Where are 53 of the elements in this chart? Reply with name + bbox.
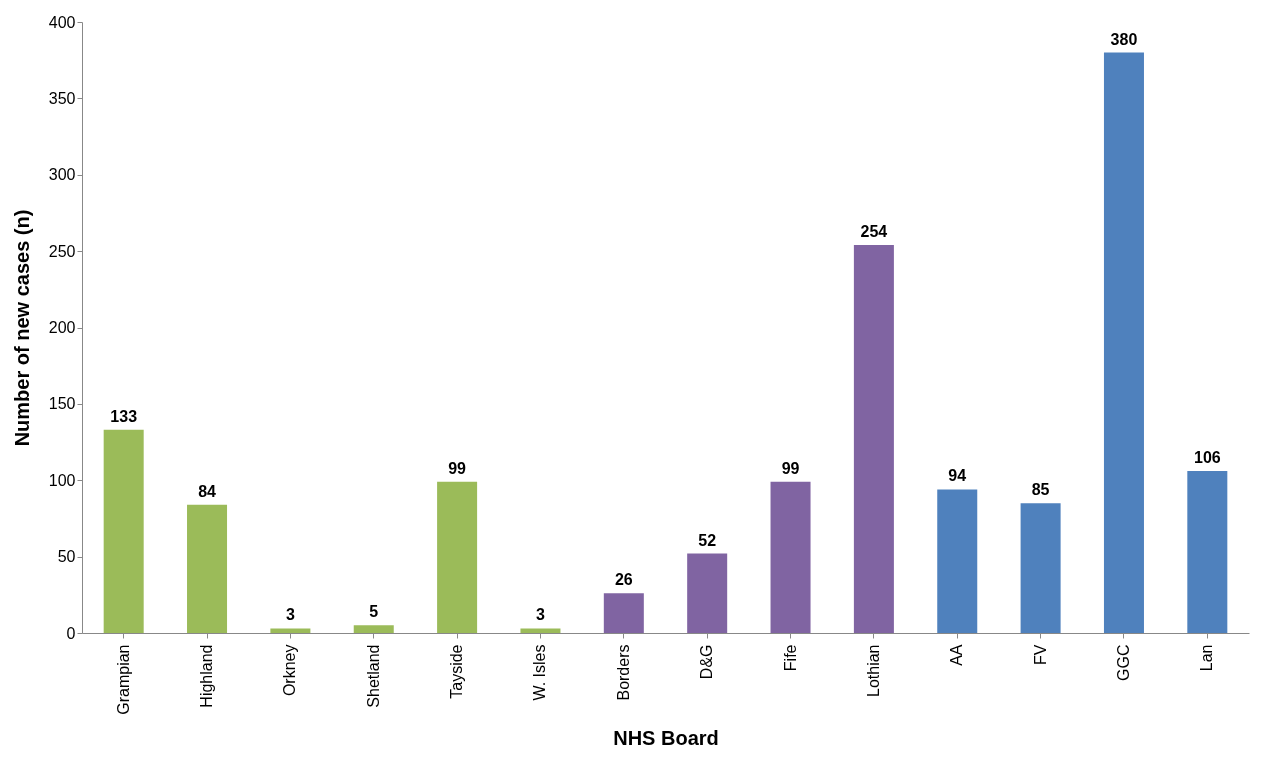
x-tick-label: W. Isles xyxy=(531,644,549,701)
y-tick-label: 250 xyxy=(48,242,76,260)
data-label: 106 xyxy=(1193,449,1221,467)
bar xyxy=(187,504,228,633)
bar xyxy=(1020,503,1061,633)
y-tick-label: 350 xyxy=(48,89,76,107)
data-label: 133 xyxy=(110,407,138,425)
bar xyxy=(1187,471,1228,633)
x-tick-label: Lothian xyxy=(864,644,882,697)
x-tick-label: Grampian xyxy=(114,644,132,715)
bar xyxy=(853,245,894,633)
x-tick-label: Orkney xyxy=(281,644,299,697)
x-tick-label: Borders xyxy=(614,644,632,701)
x-tick-label: FV xyxy=(1031,644,1049,665)
x-tick-label: Fife xyxy=(781,644,799,672)
data-label: 5 xyxy=(369,603,379,621)
data-label: 3 xyxy=(536,606,546,624)
bar xyxy=(603,593,644,633)
data-label: 94 xyxy=(948,467,967,485)
y-tick-label: 300 xyxy=(48,166,76,184)
data-label: 52 xyxy=(698,531,717,549)
data-label: 99 xyxy=(448,459,467,477)
y-tick-label: 400 xyxy=(48,13,76,31)
data-label: 3 xyxy=(285,606,295,624)
data-label: 380 xyxy=(1110,30,1138,48)
y-tick-label: 200 xyxy=(48,319,76,336)
x-tick-label: Lan xyxy=(1198,644,1216,672)
bar xyxy=(770,481,811,633)
x-tick-label: Highland xyxy=(198,644,216,708)
bar xyxy=(520,628,561,633)
x-axis-title: NHS Board xyxy=(613,726,719,749)
bar xyxy=(1103,52,1144,633)
x-tick-label: D&G xyxy=(698,644,716,680)
x-tick-label: GGC xyxy=(1114,644,1132,681)
data-label: 26 xyxy=(614,571,633,589)
x-tick-label: Shetland xyxy=(364,644,382,708)
x-tick-label: AA xyxy=(948,644,966,666)
bar xyxy=(270,628,311,633)
x-tick-label: Tayside xyxy=(448,644,466,699)
y-tick-label: 50 xyxy=(57,548,76,566)
y-tick-label: 100 xyxy=(48,471,76,489)
bar xyxy=(103,429,144,633)
y-tick-label: 0 xyxy=(66,624,76,642)
bar xyxy=(353,625,394,633)
y-tick-label: 150 xyxy=(48,395,76,413)
bar xyxy=(437,481,478,633)
data-label: 85 xyxy=(1031,481,1050,499)
bar xyxy=(687,553,728,633)
data-label: 254 xyxy=(860,223,888,241)
data-label: 99 xyxy=(781,459,800,477)
y-axis-title: Number of new cases (n) xyxy=(10,209,33,447)
data-label: 84 xyxy=(198,482,217,500)
bar xyxy=(937,489,978,633)
